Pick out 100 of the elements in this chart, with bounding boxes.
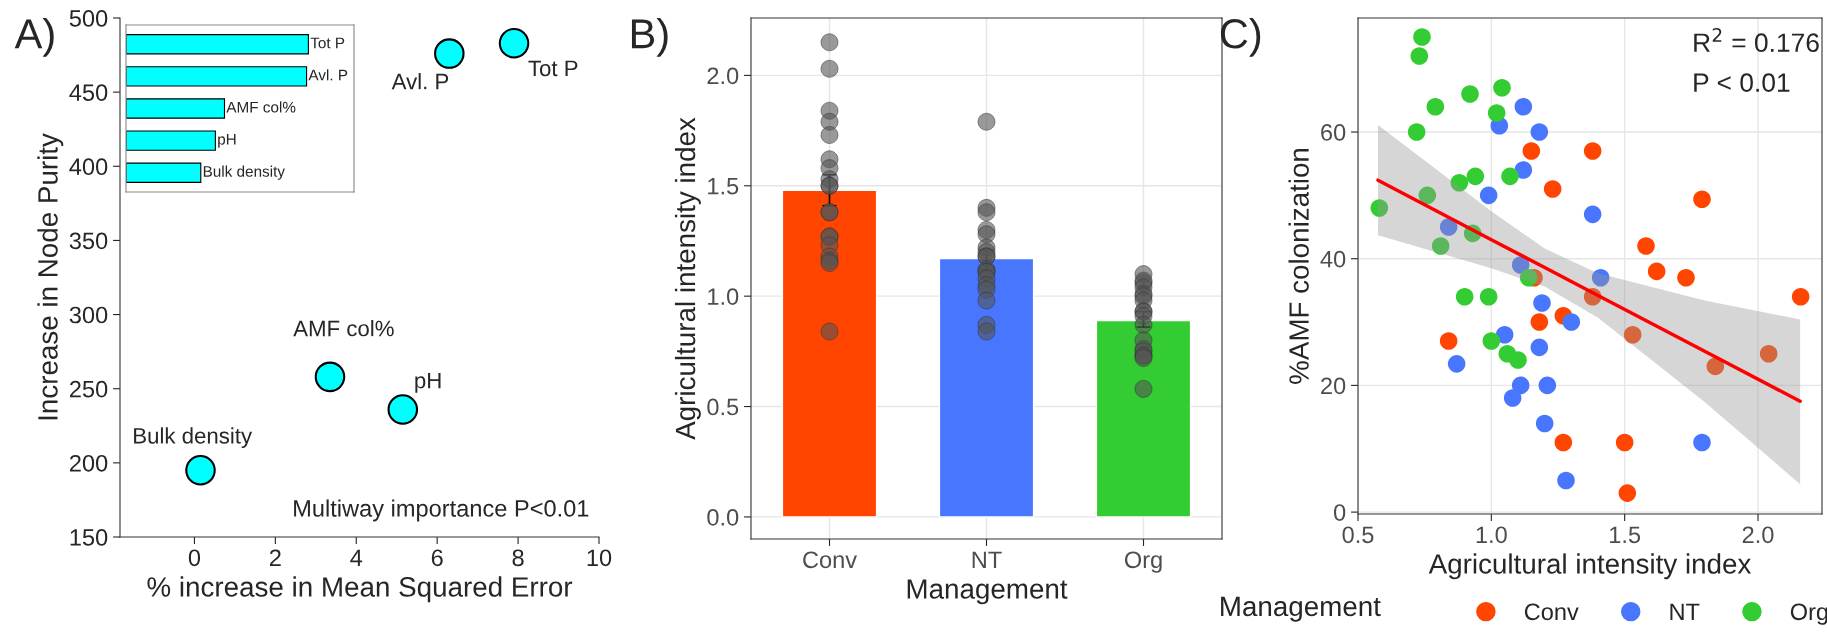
point: [1479, 287, 1498, 306]
bar: [126, 130, 216, 151]
x-axis-title: % increase in Mean Squared Error: [147, 576, 573, 603]
point: [1647, 262, 1666, 281]
x-tick-label: 1.5: [1610, 526, 1641, 544]
x-tick-label: NT: [972, 551, 1002, 568]
point: [1533, 294, 1551, 312]
point: [1431, 237, 1450, 255]
point: [1583, 142, 1602, 160]
point: [1583, 205, 1602, 224]
x-tick-label: Conv: [803, 551, 857, 569]
point: [1418, 186, 1437, 205]
point: [1562, 313, 1581, 331]
annotation: Tot P: [528, 60, 578, 77]
bar: [126, 66, 308, 87]
point: [1413, 28, 1431, 46]
point: [1426, 97, 1445, 116]
point: [1439, 332, 1458, 350]
y-tick-label: 400: [69, 158, 108, 176]
point: [1495, 325, 1514, 344]
point: [1514, 161, 1533, 179]
point: [1455, 287, 1474, 306]
point: [1530, 313, 1549, 331]
point: [1623, 325, 1642, 344]
point: [498, 27, 530, 59]
point: [1479, 186, 1498, 205]
point: [1554, 433, 1573, 452]
x-tick-label: 1.0: [1476, 526, 1507, 544]
x-tick-label: 2: [269, 549, 281, 566]
y-tick-label: 2.0: [707, 67, 739, 85]
x-tick-label: Org: [1124, 551, 1162, 573]
y-tick-label: 300: [69, 306, 108, 324]
y-tick-label: 40: [1320, 250, 1346, 268]
point: [1759, 344, 1778, 363]
point: [1509, 351, 1527, 369]
point: [1482, 332, 1501, 350]
y-tick-label: 20: [1321, 377, 1346, 395]
point: [1487, 104, 1506, 122]
x-axis-title: Agricultural intensity index: [1428, 553, 1752, 580]
y-tick-label: 0.0: [707, 508, 739, 526]
point: [1706, 357, 1725, 376]
bar: [126, 98, 226, 119]
annotation: R$^{2}$ = 0.176: [1694, 27, 1819, 53]
legend-label: Org: [1790, 603, 1827, 625]
point: [1450, 173, 1469, 192]
y-axis-title: %AMF colonization: [1288, 148, 1309, 384]
y-tick-label: 450: [69, 84, 108, 101]
point: [1791, 287, 1810, 306]
point: [1677, 268, 1695, 287]
point: [1370, 199, 1389, 217]
point: [1530, 123, 1549, 141]
point: [1461, 85, 1479, 103]
point: [1514, 97, 1533, 116]
point: [1615, 433, 1634, 452]
bar: [1095, 319, 1192, 518]
point: [1407, 123, 1426, 141]
x-tick-label: 2.0: [1742, 526, 1774, 544]
point: [1557, 471, 1575, 490]
point: [1511, 376, 1530, 395]
bar: [126, 162, 202, 183]
point: [1538, 376, 1557, 395]
y-axis-title: Agricultural intensity index: [674, 117, 701, 440]
point: [1410, 47, 1429, 65]
annotation: Multiway importance P<0.01: [294, 499, 589, 522]
chart-title: A): [14, 18, 54, 57]
point: [314, 361, 346, 393]
point: [185, 455, 216, 486]
point: [1591, 268, 1610, 287]
y-tick-label: 1.0: [708, 288, 739, 305]
legend-label: Conv: [1524, 603, 1579, 621]
x-tick-label: 6: [431, 549, 443, 567]
y-tick-label: 0: [1333, 504, 1346, 521]
y-axis-title: Increase in Node Purity: [37, 133, 64, 420]
point: [1503, 389, 1522, 407]
annotation: Bulk density: [134, 427, 253, 449]
y-tick-label: 60: [1321, 124, 1346, 141]
point: [1535, 414, 1554, 433]
line-series: [1376, 178, 1802, 403]
point: [387, 394, 419, 425]
x-tick-label: 4: [350, 549, 363, 566]
bar: [781, 189, 878, 518]
chart-title: C): [1220, 18, 1261, 57]
point: [1493, 78, 1511, 97]
point: [1522, 142, 1541, 160]
point: [1693, 190, 1711, 208]
point: [1530, 338, 1549, 357]
annotation: P < 0.01: [1694, 73, 1790, 92]
legend-title: Management: [1221, 596, 1381, 622]
chart-title: B): [631, 18, 668, 57]
x-axis-title: Management: [907, 579, 1068, 605]
annotation: pH: [415, 372, 441, 393]
legend-label: NT: [1670, 603, 1700, 620]
point: [434, 38, 465, 69]
annotation: AMF col%: [293, 320, 394, 337]
annotation: Avl. P: [391, 73, 449, 90]
bar: [938, 257, 1035, 518]
y-tick-label: 500: [69, 10, 108, 27]
point: [1693, 433, 1711, 452]
y-tick-label: 200: [69, 454, 108, 472]
y-tick-label: 0.5: [707, 398, 739, 416]
